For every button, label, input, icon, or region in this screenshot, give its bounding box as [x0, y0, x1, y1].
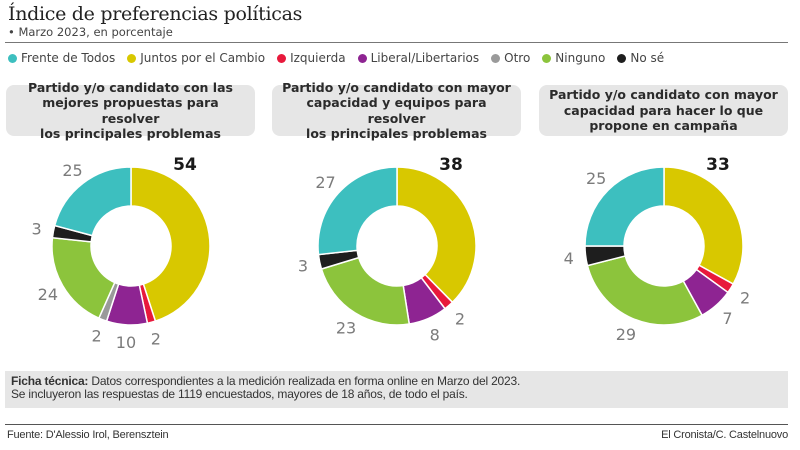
chart-1-title: Partido y/o candidato con las mejores pr… [28, 79, 233, 142]
label-fdt: 27 [315, 173, 335, 192]
legend-label: Izquierda [290, 51, 346, 65]
bottom-divider [5, 424, 788, 425]
label-jxc: 33 [706, 155, 730, 175]
chart-subtitle: • Marzo 2023, en porcentaje [8, 25, 173, 39]
chart-1-title-card: Partido y/o candidato con las mejores pr… [6, 80, 255, 141]
label-lib: 7 [722, 309, 732, 328]
donut-chart-2: 38 28 23 3 27 [298, 155, 477, 344]
legend-item-izquierda: Izquierda [277, 51, 346, 65]
legend-item-otro: Otro [491, 51, 530, 65]
legend-item-juntos-por-el-cambio: Juntos por el Cambio [127, 51, 265, 65]
legend-label: Juntos por el Cambio [140, 51, 266, 65]
legend-swatch-liberal-libertarios [357, 53, 367, 63]
donut-chart-1: 54 2 10 2 24 3 25 [32, 155, 211, 352]
slice-jxc [396, 166, 477, 304]
credit-note: El Cronista/C. Castelnuovo [661, 429, 788, 441]
ficha-text-1: Datos correspondientes a la medición rea… [88, 374, 521, 388]
legend-item-liberal-libertarios: Liberal/Libertarios [357, 51, 480, 65]
slice-ninguno [586, 255, 704, 326]
chart-2-title: Partido y/o candidato con mayor capacida… [282, 79, 511, 142]
slice-fdt [53, 166, 132, 237]
ficha-tecnica: Ficha técnica: Datos correspondientes a … [5, 371, 788, 408]
legend-swatch-otro [491, 53, 501, 63]
legend-item-frente-de-todos: Frente de Todos [8, 51, 115, 65]
legend-swatch-no-se [617, 53, 627, 63]
legend-swatch-ninguno [542, 53, 552, 63]
slice-fdt [317, 166, 398, 256]
ficha-line-1: Ficha técnica: Datos correspondientes a … [11, 375, 782, 388]
legend-label: Liberal/Libertarios [370, 51, 480, 65]
label-jxc: 38 [439, 155, 463, 175]
chart-3-title: Partido y/o candidato con mayor capacida… [549, 87, 778, 134]
legend-swatch-frente-de-todos [8, 53, 17, 63]
legend-swatch-juntos-por-el-cambio [127, 53, 137, 63]
ficha-text-2: Se incluyeron las respuestas de 1119 enc… [11, 387, 468, 401]
legend-swatch-izquierda [277, 53, 287, 63]
slice-jxc [130, 166, 211, 323]
legend-label: No sé [630, 51, 665, 65]
legend-label: Otro [504, 51, 531, 65]
slice-jxc [663, 166, 744, 286]
legend: Frente de Todos Juntos por el Cambio Izq… [8, 51, 664, 65]
label-fdt: 25 [62, 161, 82, 180]
label-izq: 2 [151, 330, 161, 349]
label-fdt: 25 [586, 169, 606, 188]
label-nose: 3 [298, 256, 308, 275]
label-izq: 2 [455, 309, 465, 328]
label-otro: 2 [92, 327, 102, 346]
label-izq: 2 [740, 288, 750, 307]
chart-title: Índice de preferencias políticas [8, 3, 303, 25]
label-ninguno: 23 [336, 318, 356, 337]
legend-label: Frente de Todos [21, 51, 116, 65]
chart-2-title-card: Partido y/o candidato con mayor capacida… [272, 80, 521, 141]
label-nose: 4 [564, 249, 574, 268]
label-nose: 3 [32, 220, 42, 239]
label-lib: 10 [116, 333, 136, 352]
legend-label: Ninguno [555, 51, 606, 65]
source-note: Fuente: D'Alessio Irol, Berensztein [7, 429, 169, 441]
slice-ninguno [320, 256, 411, 326]
label-lib: 8 [430, 325, 440, 344]
top-divider [5, 42, 788, 43]
ficha-label: Ficha técnica: [11, 374, 89, 388]
legend-item-ninguno: Ninguno [542, 51, 605, 65]
donut-chart-3: 33 27 29 4 25 [564, 155, 750, 344]
label-ninguno: 24 [38, 285, 58, 304]
slice-fdt [584, 166, 665, 247]
chart-3-title-card: Partido y/o candidato con mayor capacida… [539, 85, 788, 136]
label-jxc: 54 [173, 155, 197, 175]
label-ninguno: 29 [616, 325, 636, 344]
legend-item-no-se: No sé [617, 51, 664, 65]
